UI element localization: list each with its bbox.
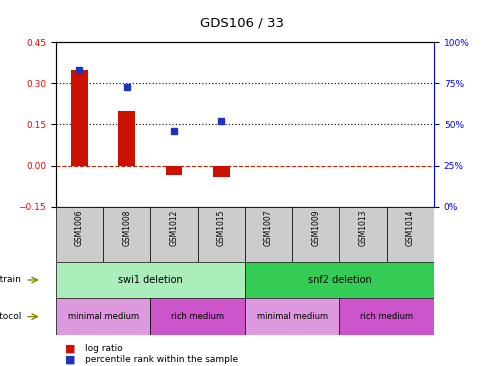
Text: minimal medium: minimal medium <box>256 312 327 321</box>
Text: GDS106 / 33: GDS106 / 33 <box>200 16 284 30</box>
Text: GSM1012: GSM1012 <box>169 209 178 246</box>
Bar <box>244 298 339 335</box>
Bar <box>291 207 339 262</box>
Text: rich medium: rich medium <box>360 312 412 321</box>
Text: GSM1014: GSM1014 <box>405 209 414 246</box>
Bar <box>339 207 386 262</box>
Text: GSM1009: GSM1009 <box>311 209 320 246</box>
Bar <box>166 165 182 175</box>
Bar <box>244 262 433 298</box>
Bar <box>150 298 244 335</box>
Text: GSM1013: GSM1013 <box>358 209 367 246</box>
Bar <box>386 207 433 262</box>
Text: minimal medium: minimal medium <box>67 312 138 321</box>
Text: rich medium: rich medium <box>171 312 224 321</box>
Bar <box>56 262 244 298</box>
Bar <box>244 207 291 262</box>
Text: GSM1015: GSM1015 <box>216 209 226 246</box>
Text: log ratio: log ratio <box>85 344 122 353</box>
Bar <box>197 207 244 262</box>
Text: strain: strain <box>0 276 21 284</box>
Bar <box>212 165 229 177</box>
Bar <box>71 70 88 165</box>
Bar <box>103 207 150 262</box>
Bar <box>56 207 103 262</box>
Text: snf2 deletion: snf2 deletion <box>307 275 371 285</box>
Bar <box>118 111 135 165</box>
Text: GSM1007: GSM1007 <box>263 209 272 246</box>
Text: swi1 deletion: swi1 deletion <box>118 275 182 285</box>
Bar <box>150 207 197 262</box>
Text: ■: ■ <box>65 354 76 365</box>
Text: percentile rank within the sample: percentile rank within the sample <box>85 355 238 364</box>
Text: ■: ■ <box>65 343 76 354</box>
Bar <box>56 298 150 335</box>
Text: GSM1006: GSM1006 <box>75 209 84 246</box>
Text: GSM1008: GSM1008 <box>122 209 131 246</box>
Bar <box>339 298 433 335</box>
Text: growth protocol: growth protocol <box>0 312 21 321</box>
